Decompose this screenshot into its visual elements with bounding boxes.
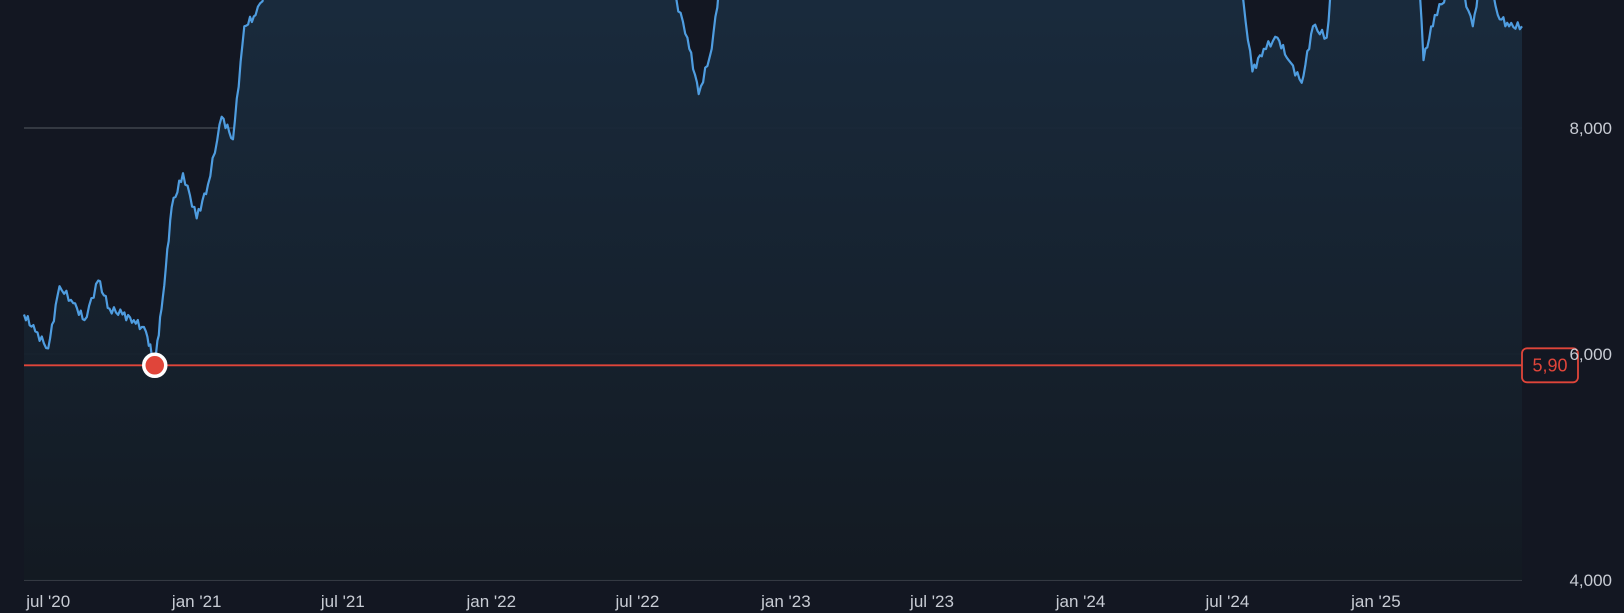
low-price-badge	[1521, 347, 1579, 384]
markers	[142, 352, 168, 379]
area-layer	[22, 0, 1523, 580]
x-tick-label: jan '23	[760, 592, 811, 611]
price-line[interactable]	[22, 0, 1523, 367]
low-price-label: 5,90	[1532, 355, 1567, 375]
x-tick-label: jul '22	[614, 592, 659, 611]
x-tick-label: jul '24	[1204, 592, 1249, 611]
x-tick-label: jan '22	[466, 592, 517, 611]
low-point-marker[interactable]	[142, 352, 168, 379]
reference-lines: 13,465,90	[24, 347, 1579, 384]
y-tick-label: 6,000	[1569, 345, 1612, 364]
x-tick-label: jul '20	[25, 592, 70, 611]
x-axis: jul '20 jan '21 jul '21 jan '22 jul '22 jan '…	[25, 592, 1400, 611]
x-tick-label: jan '24	[1055, 592, 1106, 611]
x-tick-label: jul '23	[909, 592, 954, 611]
x-tick-label: jan '25	[1350, 592, 1401, 611]
x-tick-label: jan '21	[171, 592, 222, 611]
y-tick-label: 4,000	[1569, 571, 1612, 590]
y-tick-label: 8,000	[1569, 119, 1612, 138]
price-area	[24, 0, 1522, 580]
x-tick-label: jul '21	[320, 592, 365, 611]
